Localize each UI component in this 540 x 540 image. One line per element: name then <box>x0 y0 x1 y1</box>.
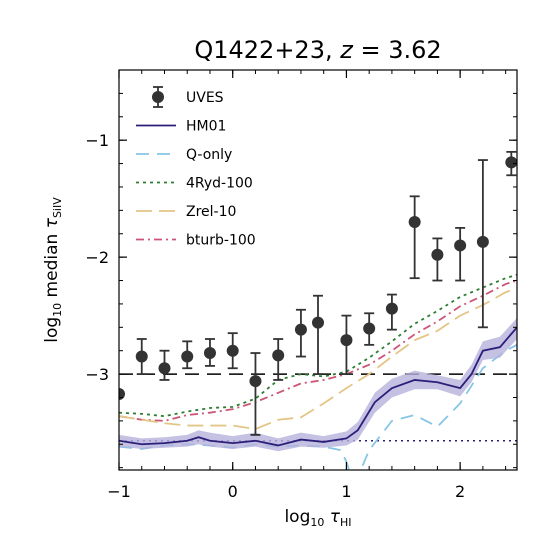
legend-label-UVES: UVES <box>186 90 224 106</box>
series-line-Zrel-10 <box>119 287 517 430</box>
y-tick-label: −1 <box>85 131 109 150</box>
data-point <box>385 302 398 315</box>
legend-label-bturb-100: bturb-100 <box>186 233 256 249</box>
data-point <box>431 248 444 261</box>
series-line-HM01 <box>119 326 517 447</box>
data-point <box>454 239 467 252</box>
data-point <box>158 362 171 375</box>
data-point <box>408 216 421 229</box>
data-point <box>476 235 489 248</box>
x-tick-label: 0 <box>228 482 238 501</box>
axis-ticks: −1 0 1 2 −1 −2 −3 <box>85 69 517 501</box>
legend-label-HM01: HM01 <box>186 119 226 135</box>
legend-marker-point <box>152 91 164 103</box>
data-point <box>312 316 324 329</box>
legend-label-Q-only: Q-only <box>186 147 232 163</box>
legend-label-Zrel-10: Zrel-10 <box>186 204 236 220</box>
data-point <box>249 375 262 388</box>
plot-area <box>119 150 517 470</box>
x-tick-label: −1 <box>107 482 131 501</box>
plot-frame <box>118 69 518 471</box>
data-point <box>505 156 517 169</box>
data-point <box>363 322 376 335</box>
data-point <box>294 323 307 336</box>
y-axis-label: log10 median τSiIV <box>42 197 64 343</box>
chart-title: Q1422+23, z = 3.62 <box>194 36 441 64</box>
data-point <box>135 350 148 363</box>
data-point <box>340 334 353 347</box>
data-point <box>181 350 194 363</box>
data-point <box>226 344 239 357</box>
series-band-HM01 <box>119 317 517 452</box>
data-point <box>203 347 216 360</box>
series-line-bturb-100 <box>119 279 517 422</box>
legend: UVES HM01 Q-only 4Ryd-100 Zrel-10 bturb-100 <box>136 86 256 249</box>
y-tick-label: −2 <box>85 248 109 267</box>
legend-label-4Ryd-100: 4Ryd-100 <box>186 176 253 192</box>
y-tick-label: −3 <box>85 365 109 384</box>
x-tick-label: 2 <box>455 482 465 501</box>
x-tick-label: 1 <box>341 482 351 501</box>
data-point <box>272 349 285 362</box>
data-point <box>119 387 125 400</box>
x-axis-label: log10 τHI <box>284 507 351 529</box>
